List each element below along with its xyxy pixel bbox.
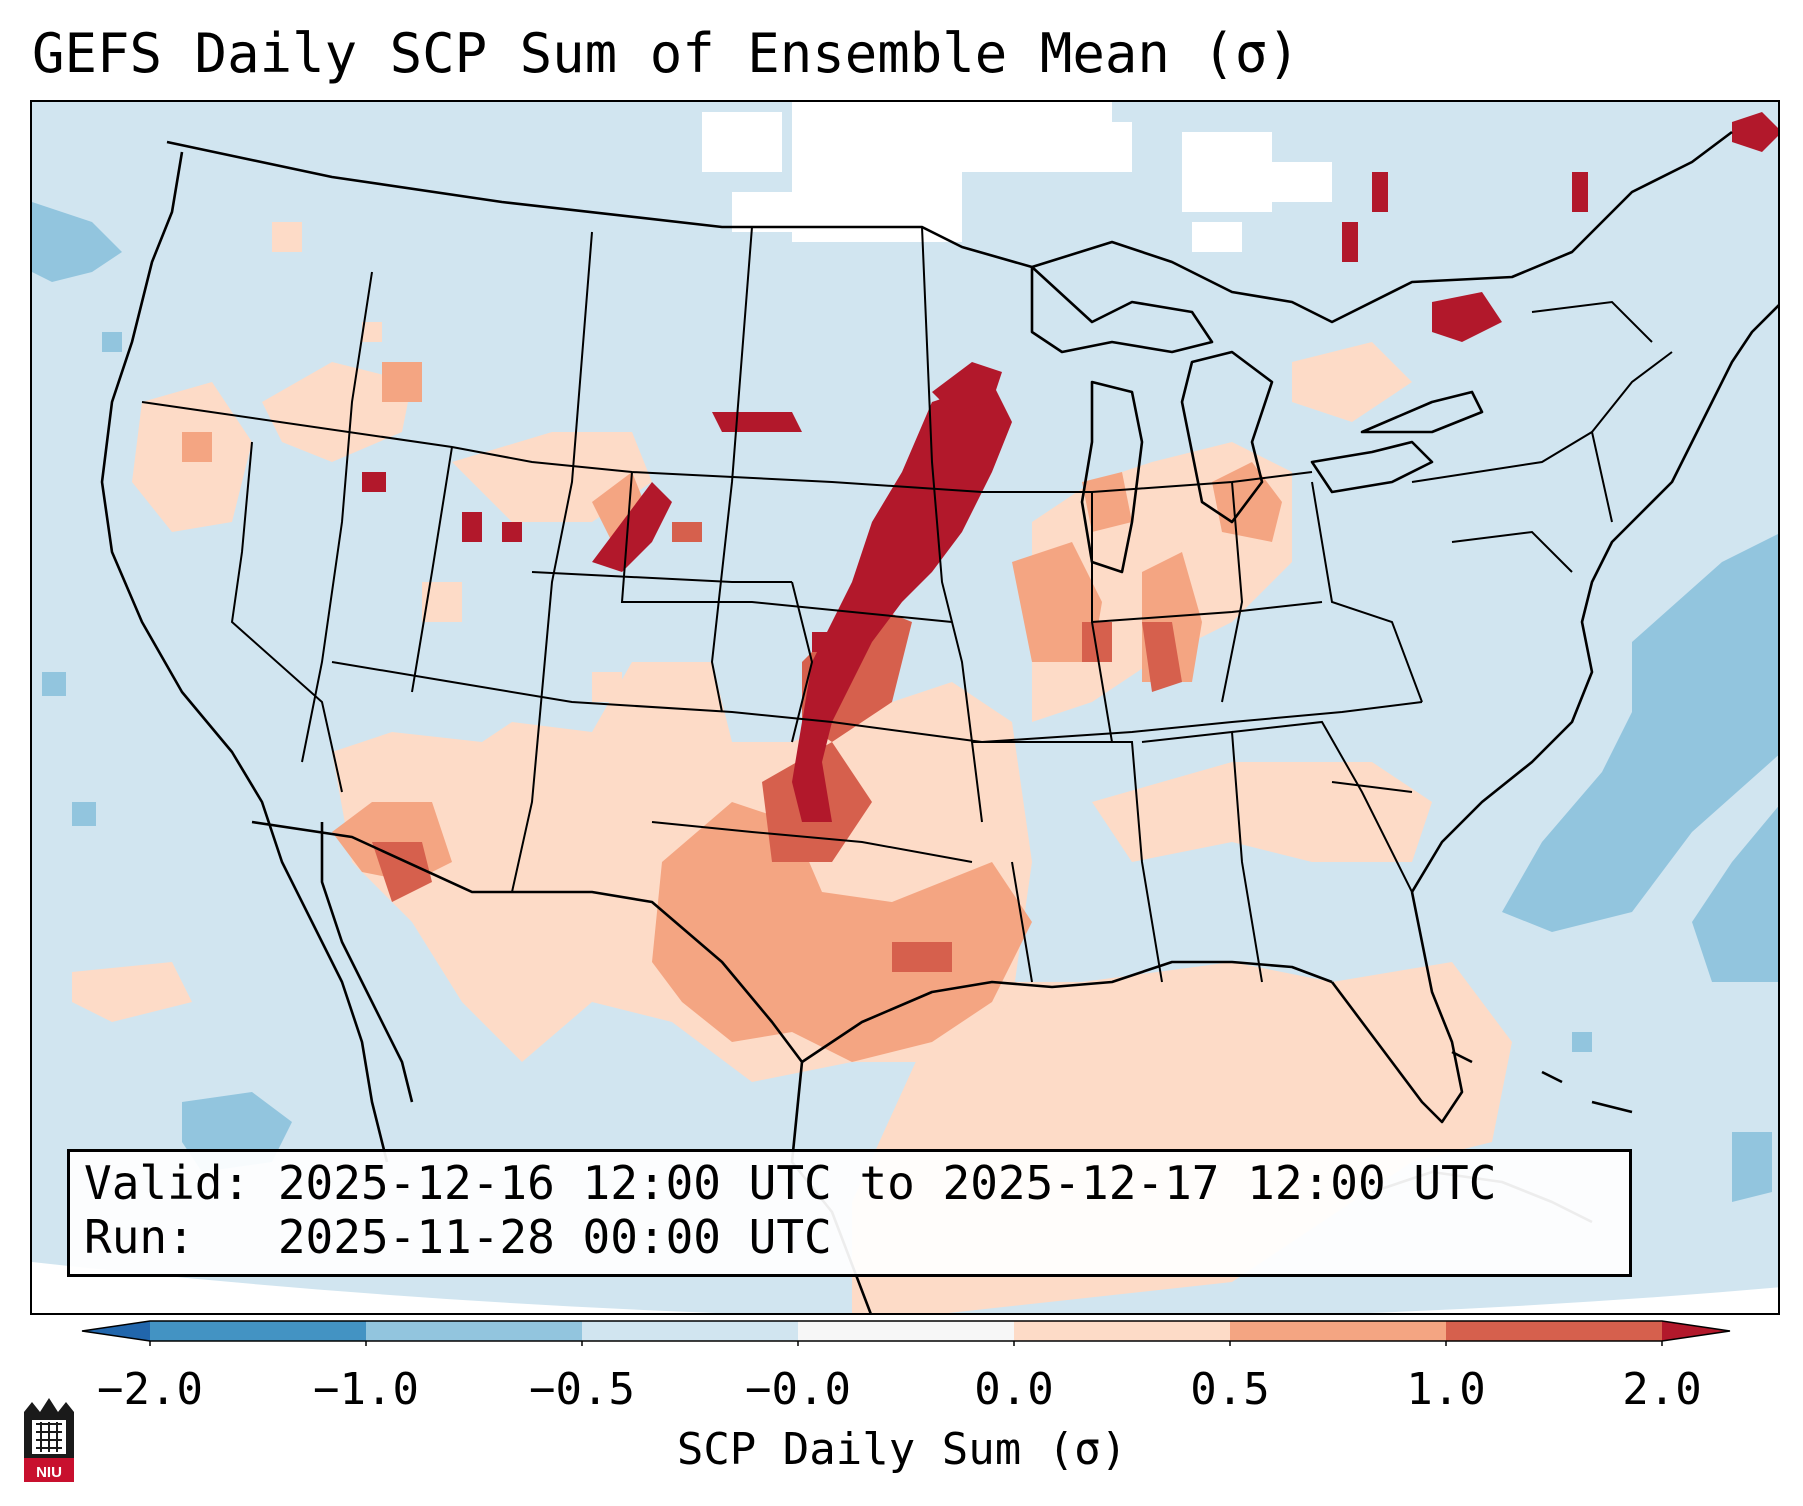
run-time-line: Run: 2025-11-28 00:00 UTC <box>84 1210 832 1264</box>
colorbar-tick-label: 0.5 <box>1190 1364 1270 1415</box>
colorbar-under-arrow <box>82 1321 150 1341</box>
near-zero-patches <box>702 102 1332 252</box>
colorbar-over-arrow <box>1662 1321 1730 1341</box>
valid-run-info-box: Valid: 2025-12-16 12:00 UTC to 2025-12-1… <box>67 1149 1632 1277</box>
colorbar-bin <box>798 1321 1014 1341</box>
colorbar-tick-label: −1.0 <box>313 1364 419 1415</box>
colorbar-bin <box>1446 1321 1662 1341</box>
map-title: GEFS Daily SCP Sum of Ensemble Mean (σ) <box>32 22 1300 85</box>
colorbar-tick-label: −0.0 <box>745 1364 851 1415</box>
colorbar-tick-label: 0.0 <box>974 1364 1054 1415</box>
extreme-positive-patches <box>362 112 1778 822</box>
colorbar-bin <box>150 1321 366 1341</box>
valid-time-line: Valid: 2025-12-16 12:00 UTC to 2025-12-1… <box>84 1156 1497 1210</box>
colorbar-segments <box>81 1320 1731 1346</box>
colorbar-tick-label: 2.0 <box>1622 1364 1702 1415</box>
moderate-positive-patches <box>182 362 1282 1062</box>
colorbar-tick-label: −2.0 <box>97 1364 203 1415</box>
niu-logo: NIU <box>24 1398 74 1482</box>
state-borders <box>141 226 1673 983</box>
colorbar-bin <box>1230 1321 1446 1341</box>
domain-edge <box>32 1262 1778 1313</box>
logo-text: NIU <box>36 1464 62 1481</box>
colorbar-tick-label: 1.0 <box>1406 1364 1486 1415</box>
colorbar-bin <box>366 1321 582 1341</box>
colorbar-label: SCP Daily Sum (σ) <box>676 1424 1128 1475</box>
logo-text-band <box>24 1458 74 1482</box>
colorbar-bin <box>1014 1321 1230 1341</box>
colorbar <box>81 1320 1731 1346</box>
colorbar-tick-label: −0.5 <box>529 1364 635 1415</box>
colorbar-bin <box>582 1321 798 1341</box>
map-panel <box>30 100 1780 1315</box>
map-canvas <box>32 102 1778 1313</box>
